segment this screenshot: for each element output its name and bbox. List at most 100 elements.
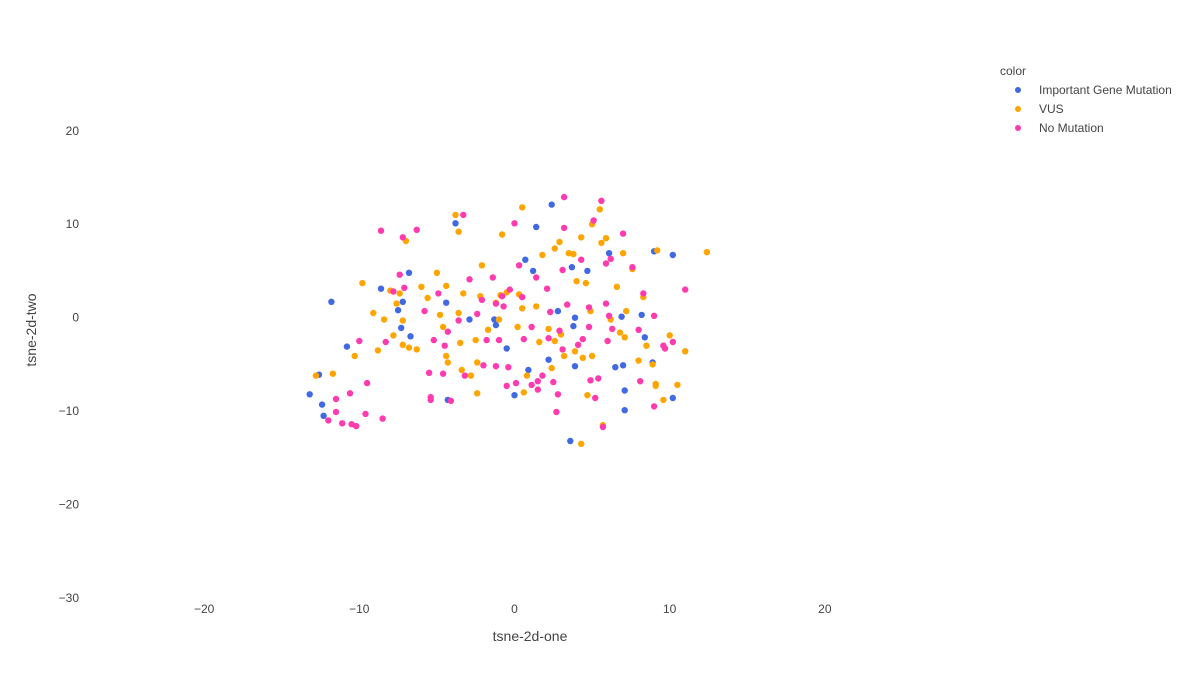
- data-point[interactable]: [554, 307, 562, 315]
- data-point[interactable]: [556, 327, 563, 334]
- data-point[interactable]: [443, 282, 450, 290]
- data-point[interactable]: [359, 279, 366, 287]
- data-point[interactable]: [574, 341, 582, 348]
- data-point[interactable]: [363, 379, 371, 387]
- data-point[interactable]: [533, 223, 540, 231]
- data-point[interactable]: [533, 303, 540, 310]
- data-point[interactable]: [571, 314, 579, 321]
- data-point[interactable]: [560, 224, 568, 232]
- data-point[interactable]: [605, 312, 613, 319]
- data-point[interactable]: [579, 335, 586, 343]
- data-point[interactable]: [478, 262, 486, 269]
- data-point[interactable]: [652, 382, 659, 390]
- data-point[interactable]: [595, 375, 602, 382]
- data-point[interactable]: [607, 255, 614, 262]
- data-point[interactable]: [536, 338, 543, 346]
- data-point[interactable]: [602, 260, 610, 267]
- legend-item-vus[interactable]: VUS: [1000, 99, 1172, 118]
- data-point[interactable]: [660, 396, 667, 404]
- data-point[interactable]: [654, 247, 661, 254]
- data-point[interactable]: [332, 408, 340, 416]
- data-point[interactable]: [439, 323, 447, 331]
- data-point[interactable]: [455, 317, 462, 324]
- data-point[interactable]: [351, 352, 358, 360]
- data-point[interactable]: [545, 335, 552, 342]
- data-point[interactable]: [602, 235, 610, 242]
- data-point[interactable]: [491, 316, 498, 323]
- data-point[interactable]: [598, 197, 605, 204]
- data-point[interactable]: [534, 386, 541, 393]
- data-point[interactable]: [306, 391, 313, 398]
- data-point[interactable]: [421, 307, 428, 315]
- data-point[interactable]: [548, 364, 555, 372]
- data-point[interactable]: [500, 303, 507, 310]
- data-point[interactable]: [571, 363, 579, 370]
- data-point[interactable]: [520, 335, 527, 343]
- data-point[interactable]: [399, 317, 406, 324]
- data-point[interactable]: [578, 440, 585, 447]
- data-point[interactable]: [616, 329, 624, 336]
- data-point[interactable]: [618, 313, 625, 320]
- data-point[interactable]: [374, 347, 382, 354]
- data-point[interactable]: [584, 267, 591, 275]
- data-point[interactable]: [399, 341, 406, 348]
- data-point[interactable]: [643, 342, 650, 349]
- data-point[interactable]: [457, 339, 464, 347]
- data-point[interactable]: [623, 307, 630, 315]
- data-point[interactable]: [587, 377, 594, 384]
- data-point[interactable]: [318, 401, 326, 408]
- data-point[interactable]: [467, 372, 475, 379]
- data-point[interactable]: [588, 352, 596, 360]
- data-point[interactable]: [559, 346, 566, 353]
- data-point[interactable]: [443, 299, 450, 306]
- data-point[interactable]: [661, 345, 669, 352]
- data-point[interactable]: [573, 278, 580, 285]
- data-point[interactable]: [590, 217, 597, 224]
- data-point[interactable]: [498, 231, 506, 238]
- data-point[interactable]: [458, 366, 465, 374]
- data-point[interactable]: [551, 337, 558, 345]
- data-point[interactable]: [550, 378, 557, 386]
- data-point[interactable]: [578, 234, 585, 241]
- series-no-mutation[interactable]: [325, 193, 689, 431]
- data-point[interactable]: [629, 264, 636, 271]
- data-point[interactable]: [425, 369, 433, 376]
- data-point[interactable]: [444, 328, 451, 335]
- data-point[interactable]: [619, 250, 627, 257]
- data-point[interactable]: [405, 344, 413, 351]
- data-point[interactable]: [452, 211, 459, 219]
- data-point[interactable]: [638, 311, 645, 319]
- data-point[interactable]: [329, 370, 337, 377]
- data-point[interactable]: [553, 408, 560, 416]
- data-point[interactable]: [460, 290, 467, 297]
- data-point[interactable]: [503, 345, 510, 352]
- data-point[interactable]: [332, 395, 340, 403]
- data-point[interactable]: [396, 271, 403, 278]
- data-point[interactable]: [585, 304, 593, 311]
- data-point[interactable]: [605, 250, 613, 257]
- data-point[interactable]: [650, 312, 658, 319]
- data-point[interactable]: [503, 382, 510, 390]
- data-point[interactable]: [528, 381, 535, 389]
- data-point[interactable]: [528, 323, 535, 331]
- data-point[interactable]: [474, 390, 481, 397]
- data-point[interactable]: [703, 249, 711, 256]
- data-point[interactable]: [474, 359, 481, 366]
- data-point[interactable]: [377, 227, 385, 234]
- data-point[interactable]: [511, 392, 518, 399]
- data-point[interactable]: [621, 334, 628, 341]
- data-point[interactable]: [559, 266, 566, 274]
- data-point[interactable]: [604, 337, 611, 345]
- data-point[interactable]: [515, 262, 523, 269]
- data-point[interactable]: [523, 372, 531, 379]
- data-point[interactable]: [560, 352, 568, 360]
- data-point[interactable]: [621, 407, 628, 414]
- data-point[interactable]: [399, 234, 406, 241]
- data-point[interactable]: [444, 359, 451, 366]
- data-point[interactable]: [382, 338, 389, 346]
- data-point[interactable]: [669, 394, 676, 402]
- data-point[interactable]: [483, 336, 490, 344]
- data-point[interactable]: [435, 290, 442, 297]
- data-point[interactable]: [370, 309, 377, 317]
- series-important-gene-mutation[interactable]: [306, 201, 677, 445]
